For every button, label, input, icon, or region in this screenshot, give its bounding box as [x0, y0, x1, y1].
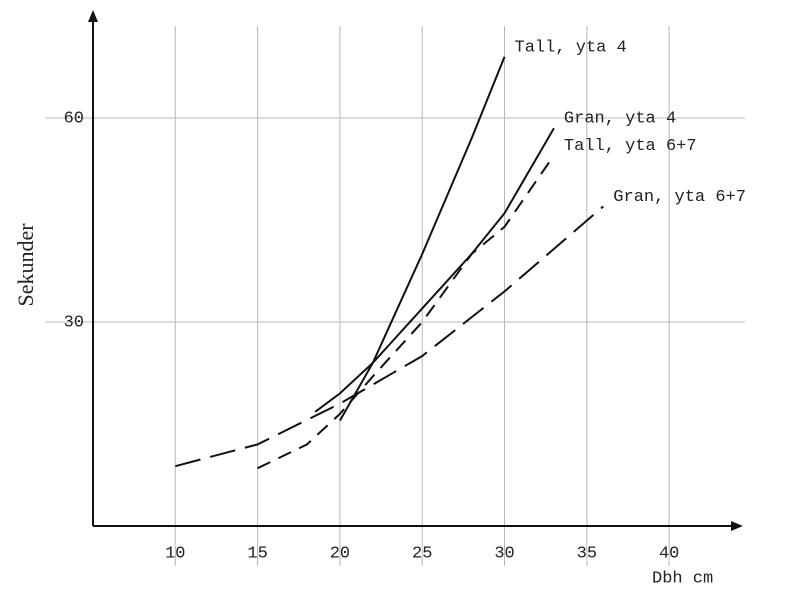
x-tick-label: 20: [330, 544, 350, 563]
y-tick-label: 60: [64, 109, 84, 128]
x-tick-label: 25: [412, 544, 432, 563]
x-tick-label: 40: [659, 544, 679, 563]
series-line: [257, 154, 555, 470]
x-axis-arrow: [731, 521, 743, 531]
series-label: Gran, yta 6+7: [613, 188, 746, 207]
y-tick-label: 30: [64, 313, 84, 332]
x-tick-label: 30: [494, 544, 514, 563]
x-axis-label: Dbh cm: [652, 569, 713, 588]
series-label: Tall, yta 4: [515, 38, 627, 57]
y-axis-arrow: [88, 10, 98, 22]
x-tick-label: 15: [247, 544, 267, 563]
series-line: [339, 56, 506, 422]
x-tick-label: 10: [165, 544, 185, 563]
y-axis-label: Sekunder: [13, 223, 38, 307]
series-label: Tall, yta 6+7: [564, 137, 697, 156]
x-tick-label: 35: [577, 544, 597, 563]
series-label: Gran, yta 4: [564, 110, 676, 129]
series-line: [314, 127, 555, 413]
series-line: [175, 205, 604, 468]
